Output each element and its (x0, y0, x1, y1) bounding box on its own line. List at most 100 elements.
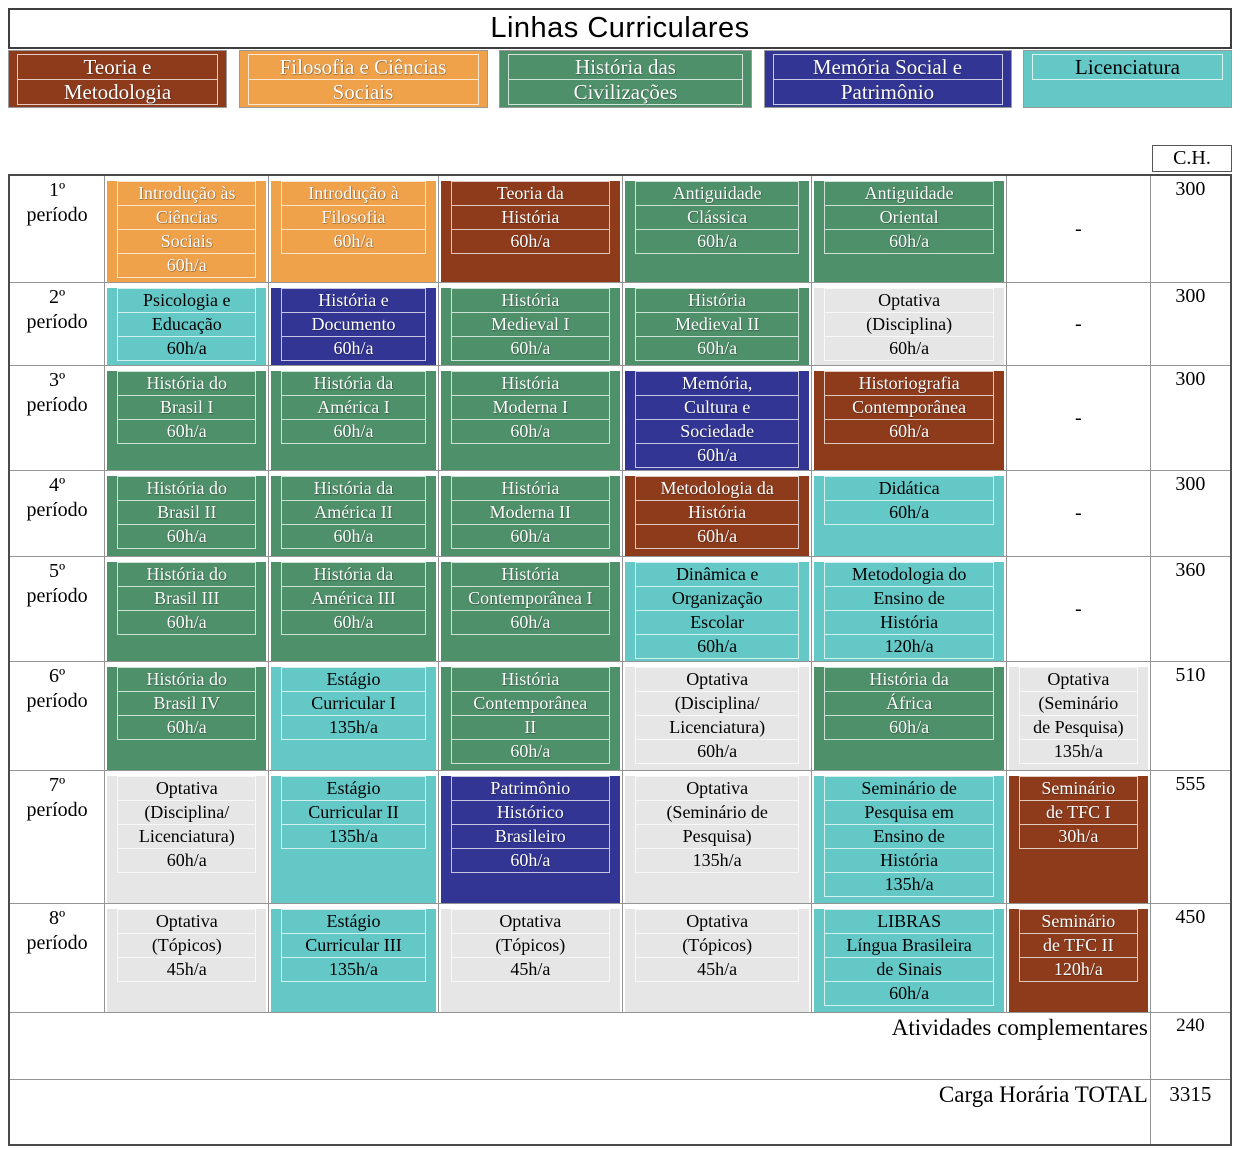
course-block: História e Documento 60h/a (271, 288, 436, 366)
course-block: História da África 60h/a (814, 667, 1004, 771)
course-block: Optativa (Seminário de Pesquisa) 135h/a (624, 776, 810, 904)
period-label: 6º período (8, 661, 106, 771)
course-cell: Optativa (Seminário de Pesquisa) 135h/a (621, 770, 813, 904)
course-line: Brasil IV (117, 692, 257, 716)
course-line: África (824, 692, 994, 716)
course-line: Ensino de (824, 825, 994, 849)
ch-value: 555 (1149, 770, 1232, 904)
period-row: 7º período Optativa (Disciplina/Licenciatur… (8, 770, 1232, 904)
course-cell: - (1005, 556, 1151, 662)
course-block: Seminário de TFC I 30h/a (1008, 776, 1148, 904)
course-line: América III (281, 587, 426, 611)
course-block: Metodologia da História 60h/a (624, 476, 810, 557)
course-block: História Medieval I 60h/a (440, 288, 620, 366)
course-cell: Historiografia Contemporânea 60h/a (811, 365, 1007, 471)
course-block: Antiguidade Clássica 60h/a (624, 181, 810, 283)
course-line: Contemporânea I (450, 587, 610, 611)
page-title: Linhas Curriculares (8, 8, 1232, 49)
course-line: Moderna I (450, 396, 610, 420)
course-line: Seminário (1018, 909, 1138, 934)
course-cell: História e Documento 60h/a (268, 282, 439, 366)
course-cell: Metodologia do Ensino de História 120h/a (811, 556, 1007, 662)
course-block: LIBRAS Língua Brasileira de Sinais 60h/a (814, 909, 1004, 1013)
course-line: Medieval II (634, 313, 800, 337)
course-block: História da América III 60h/a (271, 562, 436, 662)
ch-value: 450 (1149, 903, 1232, 1013)
course-line: de Sinais (824, 958, 994, 982)
course-line: História do (117, 476, 257, 501)
course-line: Estágio (281, 776, 426, 801)
course-line: (Tópicos) (634, 934, 800, 958)
course-block: - (1008, 368, 1148, 468)
course-cell: História do Brasil II 60h/a (104, 470, 270, 557)
course-line: Brasil III (117, 587, 257, 611)
course-line: 135h/a (281, 716, 426, 740)
course-line: Optativa (634, 909, 800, 934)
course-cell: LIBRAS Língua Brasileira de Sinais 60h/a (811, 903, 1007, 1013)
course-block: Optativa (Tópicos) 45h/a (107, 909, 267, 1013)
course-line: História (450, 667, 610, 692)
course-cell: História Contemporânea I 60h/a (437, 556, 623, 662)
period-label: 8º período (8, 903, 106, 1013)
course-line: História (450, 288, 610, 313)
course-block: Estágio Curricular II 135h/a (271, 776, 436, 904)
course-line: Ensino de (824, 587, 994, 611)
course-block: História da América I 60h/a (271, 371, 436, 471)
course-line: Curricular I (281, 692, 426, 716)
course-block: História do Brasil III 60h/a (107, 562, 267, 662)
course-line: Licenciatura) (117, 825, 257, 849)
course-line: 60h/a (281, 525, 426, 549)
course-line: Língua Brasileira (824, 934, 994, 958)
course-cell: Seminário de Pesquisa em Ensino de História… (811, 770, 1007, 904)
footer-ch-value: 3315 (1149, 1079, 1232, 1146)
period-row: 5º período História do Brasil III 60h/a Histó… (8, 556, 1232, 662)
course-line: Teoria da (450, 181, 610, 206)
course-block: Memória, Cultura e Sociedade 60h/a (624, 371, 810, 471)
legend-box-filosofia: Filosofia e Ciências Sociais (238, 50, 488, 108)
legend-label-line: Civilizações (508, 80, 743, 105)
course-cell: Didática 60h/a (811, 470, 1007, 557)
course-block: Introdução à Filosofia 60h/a (271, 181, 436, 283)
course-line: Historiografia (824, 371, 994, 396)
course-line: Contemporânea (450, 692, 610, 716)
course-block: Optativa (Tópicos) 45h/a (440, 909, 620, 1013)
course-line: 60h/a (281, 420, 426, 444)
course-line: Pesquisa) (634, 825, 800, 849)
course-line: Optativa (1018, 667, 1138, 692)
course-cell: Estágio Curricular I 135h/a (268, 661, 439, 771)
course-block: História do Brasil II 60h/a (107, 476, 267, 557)
course-block: Optativa (Disciplina/Licenciatura) 60h/a (624, 667, 810, 771)
ch-value: 300 (1149, 174, 1232, 283)
course-cell: História Medieval I 60h/a (437, 282, 623, 366)
course-line: História do (117, 667, 257, 692)
period-label: 7º período (8, 770, 106, 904)
course-line: Antiguidade (634, 181, 800, 206)
course-line: 60h/a (117, 716, 257, 740)
course-line: Antiguidade (824, 181, 994, 206)
course-cell: Introdução às Ciências Sociais 60h/a (104, 174, 270, 283)
course-cell: História da América I 60h/a (268, 365, 439, 471)
course-line: 60h/a (117, 254, 257, 278)
course-line: Didática (824, 476, 994, 501)
course-line: História (450, 476, 610, 501)
course-line: História (450, 371, 610, 396)
course-line: Ciências (117, 206, 257, 230)
period-label-line: 6º (49, 665, 66, 687)
course-cell: História da África 60h/a (811, 661, 1007, 771)
course-line: 60h/a (824, 230, 994, 254)
course-line: 60h/a (117, 337, 257, 361)
course-line: 60h/a (824, 716, 994, 740)
course-line: 135h/a (634, 849, 800, 873)
legend-label-line: Patrimônio (772, 80, 1003, 105)
period-label-line: período (26, 799, 88, 821)
course-block: Optativa (Disciplina) 60h/a (814, 288, 1004, 366)
course-line: 60h/a (634, 525, 800, 549)
course-cell: História Contemporânea II 60h/a (437, 661, 623, 771)
course-block: Estágio Curricular III 135h/a (271, 909, 436, 1013)
course-block: História Contemporânea II 60h/a (440, 667, 620, 771)
course-block: Patrimônio Histórico Brasileiro 60h/a (440, 776, 620, 904)
course-block: História do Brasil I 60h/a (107, 371, 267, 471)
course-cell: - (1005, 282, 1151, 366)
course-line: LIBRAS (824, 909, 994, 934)
